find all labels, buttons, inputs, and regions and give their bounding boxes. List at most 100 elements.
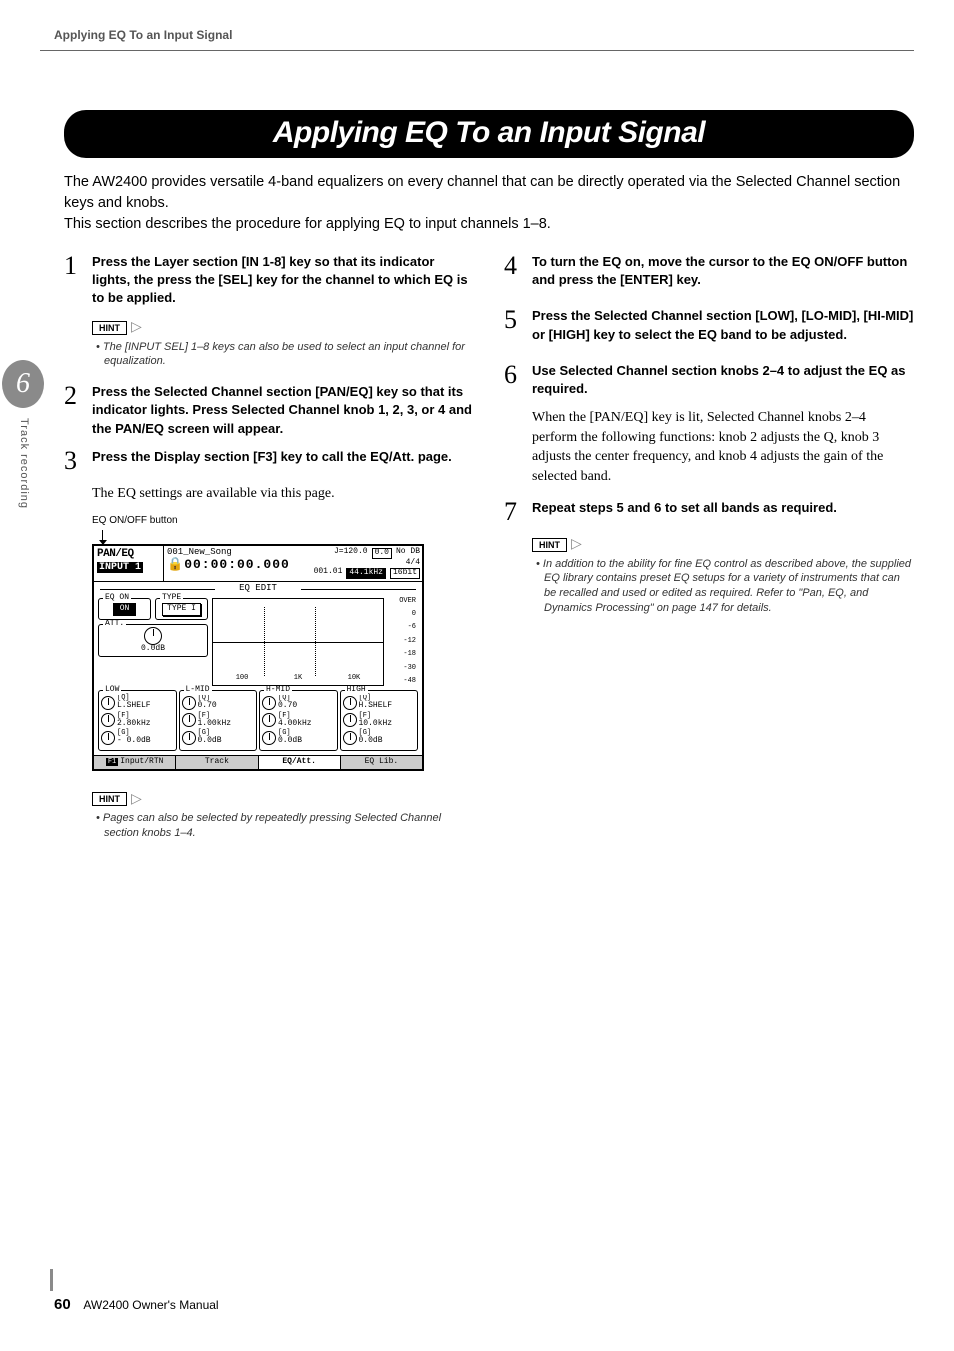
band-title: H-MID — [264, 686, 292, 695]
step-heading: To turn the EQ on, move the cursor to th… — [532, 253, 914, 289]
eq-on-button[interactable]: ON — [113, 603, 137, 616]
hint-block: HINT ▷ In addition to the ability for fin… — [532, 535, 914, 616]
band-title: L-MID — [184, 686, 212, 695]
lcd-screenshot: PAN/EQ INPUT 1 001_New_Song 🔒00:00:00.00… — [92, 544, 424, 770]
hint-text: In addition to the ability for fine EQ c… — [532, 557, 914, 616]
step-3: 3 Press the Display section [F3] key to … — [64, 448, 474, 474]
eq-type-group: TYPE TYPE I — [155, 598, 208, 620]
screen-section-title: EQ EDIT — [94, 582, 422, 596]
q-knob[interactable] — [262, 696, 276, 710]
step-1: 1 Press the Layer section [IN 1-8] key s… — [64, 253, 474, 308]
screen-channel: INPUT 1 — [97, 562, 143, 573]
eq-type-button[interactable]: TYPE I — [162, 603, 201, 616]
step-7: 7 Repeat steps 5 and 6 to set all bands … — [504, 499, 914, 525]
hint-tag: HINT — [92, 321, 127, 335]
q-knob[interactable] — [182, 696, 196, 710]
step-body: The EQ settings are available via this p… — [92, 484, 474, 504]
time-sig: 4/4 — [406, 559, 420, 568]
timecode: 🔒00:00:00.000 — [167, 558, 319, 572]
q-knob[interactable] — [343, 696, 357, 710]
q-knob[interactable] — [101, 696, 115, 710]
step-number: 3 — [64, 448, 84, 474]
step-number: 5 — [504, 307, 524, 333]
hint-tag: HINT — [532, 538, 567, 552]
hint-tag: HINT — [92, 792, 127, 806]
sample-rate: 44.1kHz — [346, 568, 386, 579]
eq-main-area: EQ ON ON TYPE TYPE I ATT. 0.0dB — [94, 596, 422, 688]
group-title: EQ ON — [103, 594, 131, 603]
right-column: 4 To turn the EQ on, move the cursor to … — [504, 253, 914, 855]
tab-track[interactable]: Track — [176, 756, 258, 769]
tab-eq-att[interactable]: EQ/Att. — [259, 756, 341, 769]
group-title: ATT. — [103, 620, 126, 629]
header-rule — [40, 50, 914, 51]
tempo: J=120.0 — [334, 548, 368, 559]
eq-curve-graph: 100 1K 10K — [212, 598, 384, 686]
level-scale: OVER 0 -6 -12 -18 -30 -48 — [388, 598, 418, 686]
eq-bands-row: LOW [Q]L.SHELF [F]2.80kHz [G]- 0.0dB L-M… — [94, 688, 422, 755]
step-heading: Use Selected Channel section knobs 2–4 t… — [532, 362, 914, 398]
hint-arrow-icon: ▷ — [131, 319, 142, 333]
hint-block: HINT ▷ The [INPUT SEL] 1–8 keys can also … — [92, 318, 474, 370]
callout-pointer — [102, 530, 474, 544]
band-hmid: H-MID [Q]0.70 [F]4.00kHz [G]0.0dB — [259, 690, 338, 751]
graph-x-axis: 100 1K 10K — [213, 675, 383, 683]
measure: 001.01 — [314, 568, 343, 579]
step-number: 7 — [504, 499, 524, 525]
tab-eq-lib[interactable]: EQ Lib. — [341, 756, 422, 769]
band-title: HIGH — [345, 686, 368, 695]
step-5: 5 Press the Selected Channel section [LO… — [504, 307, 914, 343]
page-content: Applying EQ To an Input Signal The AW240… — [64, 110, 914, 855]
callout-label: EQ ON/OFF button — [92, 515, 474, 526]
att-knob[interactable] — [144, 627, 162, 645]
eq-onoff-group: EQ ON ON — [98, 598, 151, 620]
att-value: 0.0dB — [102, 645, 204, 654]
step-heading: Press the Selected Channel section [LOW]… — [532, 307, 914, 343]
screen-header-mid: 001_New_Song 🔒00:00:00.000 — [164, 546, 322, 580]
screen-header: PAN/EQ INPUT 1 001_New_Song 🔒00:00:00.00… — [94, 546, 422, 581]
meter-value: 0.0 — [372, 548, 392, 559]
step-number: 1 — [64, 253, 84, 279]
tab-input-rtn[interactable]: F1Input/RTN — [94, 756, 176, 769]
g-knob[interactable] — [343, 731, 357, 745]
section-title-banner: Applying EQ To an Input Signal — [64, 110, 914, 158]
g-knob[interactable] — [262, 731, 276, 745]
bit-depth: 16bit — [390, 568, 420, 579]
lock-icon: 🔒 — [167, 557, 184, 572]
intro-paragraph: The AW2400 provides versatile 4-band equ… — [64, 172, 914, 235]
band-lmid: L-MID [Q]0.70 [F]1.00kHz [G]0.0dB — [179, 690, 258, 751]
hint-arrow-icon: ▷ — [571, 536, 582, 550]
chapter-side-tab: 6 Track recording — [0, 360, 46, 580]
chapter-number-badge: 6 — [2, 360, 44, 408]
g-knob[interactable] — [101, 731, 115, 745]
f-knob[interactable] — [343, 713, 357, 727]
step-heading: Press the Selected Channel section [PAN/… — [92, 383, 474, 438]
screen-header-right: J=120.0 0.0 No DB 4/4 001.01 44.1kHz 16b… — [322, 546, 422, 580]
group-title: TYPE — [160, 594, 183, 603]
graph-midline — [213, 642, 383, 643]
screen-header-left: PAN/EQ INPUT 1 — [94, 546, 164, 580]
f-knob[interactable] — [262, 713, 276, 727]
step-number: 6 — [504, 362, 524, 388]
band-high: HIGH [Q]H.SHELF [F]10.0kHz [G]0.0dB — [340, 690, 419, 751]
hint-text: The [INPUT SEL] 1–8 keys can also be use… — [92, 340, 474, 370]
page-footer: 60 AW2400 Owner's Manual — [54, 1296, 219, 1313]
page-number: 60 — [54, 1296, 71, 1313]
step-number: 4 — [504, 253, 524, 279]
step-heading: Repeat steps 5 and 6 to set all bands as… — [532, 499, 837, 517]
att-group: ATT. 0.0dB — [98, 624, 208, 658]
band-title: LOW — [103, 686, 121, 695]
band-low: LOW [Q]L.SHELF [F]2.80kHz [G]- 0.0dB — [98, 690, 177, 751]
step-number: 2 — [64, 383, 84, 409]
f-knob[interactable] — [182, 713, 196, 727]
f-knob[interactable] — [101, 713, 115, 727]
footer-accent-bar — [50, 1269, 53, 1291]
hint-block: HINT▷ Pages can also be selected by repe… — [92, 789, 474, 841]
screen-tabs: F1Input/RTN Track EQ/Att. EQ Lib. — [94, 755, 422, 769]
g-knob[interactable] — [182, 731, 196, 745]
eq-left-controls: EQ ON ON TYPE TYPE I ATT. 0.0dB — [98, 598, 208, 686]
manual-title: AW2400 Owner's Manual — [83, 1298, 218, 1312]
left-column: 1 Press the Layer section [IN 1-8] key s… — [64, 253, 474, 855]
running-header: Applying EQ To an Input Signal — [54, 28, 232, 42]
hint-text: Pages can also be selected by repeatedly… — [92, 811, 474, 841]
